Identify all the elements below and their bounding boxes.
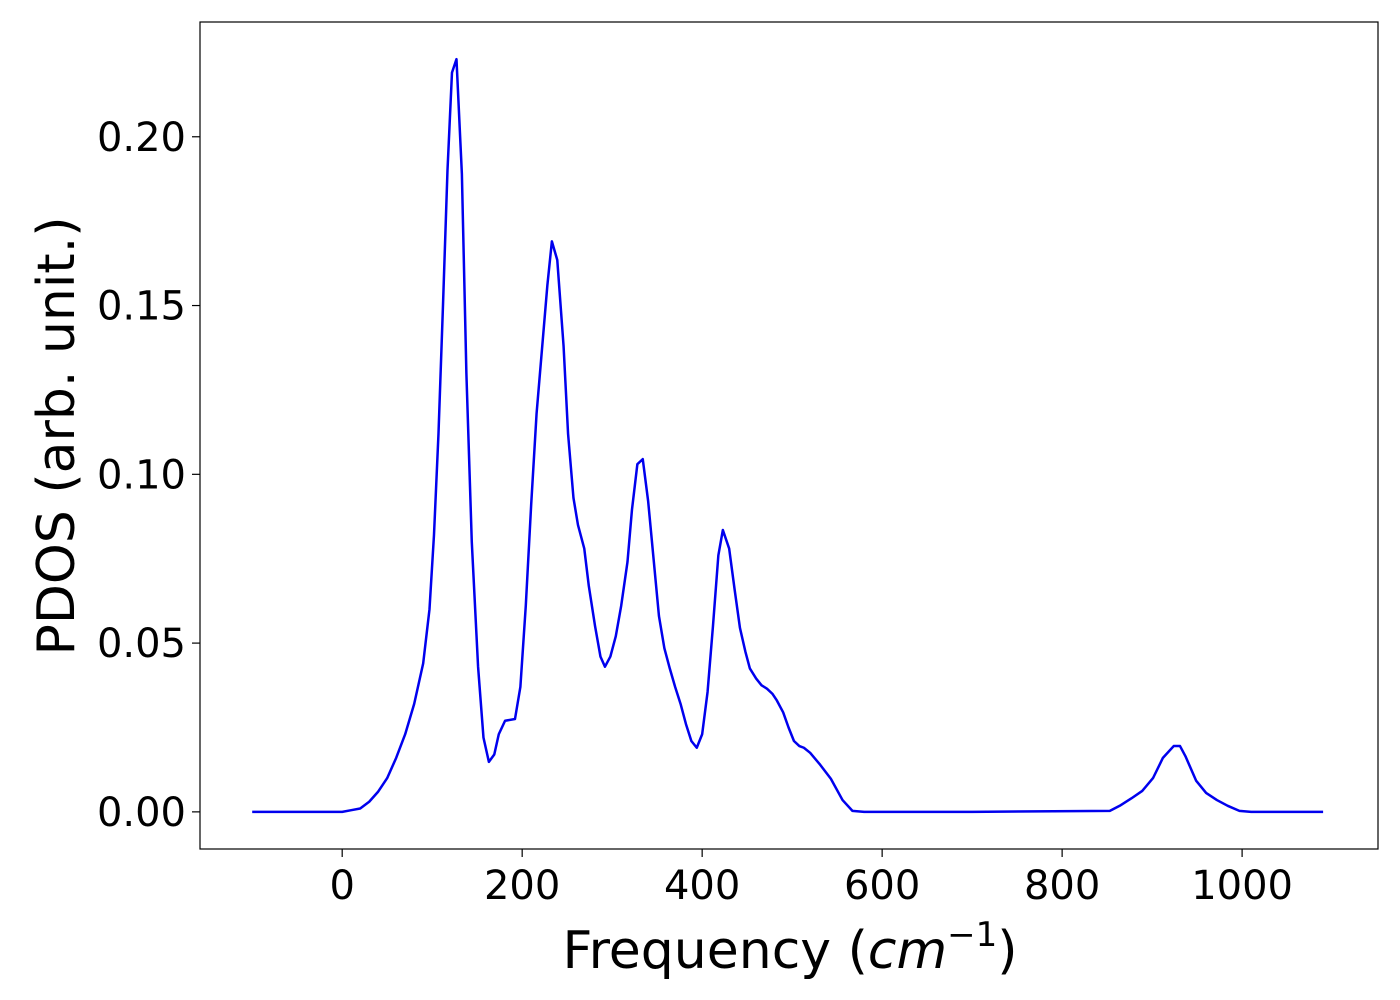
x-tick-label: 1000: [1191, 863, 1293, 909]
y-tick-label: 0.20: [97, 115, 186, 161]
x-label-unit: cm: [868, 921, 947, 981]
x-label-text: Frequency (: [562, 921, 867, 981]
series-line: [252, 57, 1324, 814]
x-tick-label: 800: [1024, 863, 1100, 909]
x-tick-label: 400: [664, 863, 740, 909]
x-tick-label: 600: [844, 863, 920, 909]
x-label-exponent: −1: [947, 915, 997, 955]
y-tick-label: 0.05: [97, 621, 186, 667]
x-label-close: ): [997, 921, 1017, 981]
x-tick-label: 200: [484, 863, 560, 909]
y-tick-label: 0.15: [97, 284, 186, 330]
x-tick-label: 0: [329, 863, 354, 909]
y-tick-label: 0.00: [97, 790, 186, 836]
plot-frame: [199, 21, 1379, 850]
y-tick-label: 0.10: [97, 452, 186, 498]
y-axis-label: PDOS (arb. unit.): [27, 216, 87, 655]
x-axis-label: Frequency (cm−1): [562, 915, 1017, 981]
